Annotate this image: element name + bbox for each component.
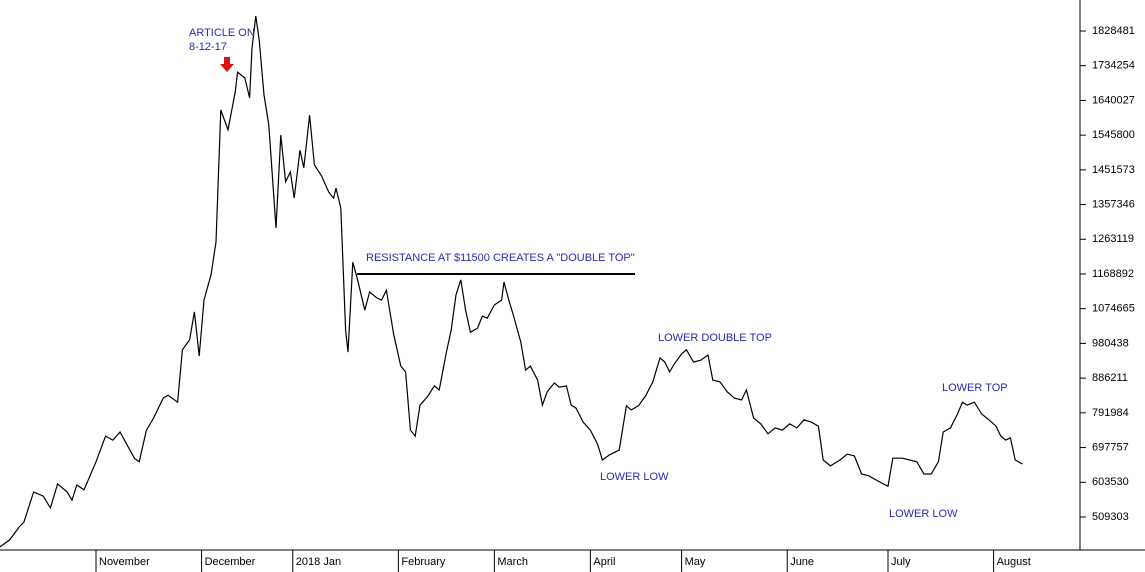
x-tick-label: November (99, 556, 150, 568)
x-tick-label: June (790, 556, 814, 568)
annotation: LOWER LOW (889, 508, 958, 520)
x-tick-label: May (685, 556, 706, 568)
annotation: LOWER LOW (600, 471, 669, 483)
y-tick-label: 1357346 (1092, 198, 1135, 210)
annotation: LOWER TOP (942, 382, 1008, 394)
x-tick-label: February (401, 556, 446, 568)
arrow (220, 57, 234, 72)
y-tick-label: 1545800 (1092, 129, 1135, 141)
y-tick-label: 1074665 (1092, 303, 1135, 315)
y-tick-label: 1734254 (1092, 60, 1135, 72)
y-tick-label: 509303 (1092, 511, 1129, 523)
x-tick-label: March (497, 556, 528, 568)
y-tick-label: 1451573 (1092, 164, 1135, 176)
x-tick-label: 2018 Jan (296, 556, 341, 568)
x-tick-label: July (891, 556, 911, 568)
annotation: ARTICLE ON (189, 27, 255, 39)
annotation: RESISTANCE AT $11500 CREATES A "DOUBLE T… (366, 252, 635, 264)
annotation: LOWER DOUBLE TOP (658, 332, 772, 344)
y-tick-label: 791984 (1092, 407, 1129, 419)
price-line (0, 16, 1023, 548)
y-tick-label: 603530 (1092, 476, 1129, 488)
y-tick-label: 1263119 (1092, 233, 1134, 245)
y-tick-label: 697757 (1092, 441, 1129, 453)
x-tick-label: April (593, 556, 615, 568)
y-tick-label: 1168892 (1092, 268, 1134, 280)
x-tick-label: August (997, 556, 1031, 568)
x-tick-label: December (205, 556, 256, 568)
y-tick-label: 1640027 (1092, 94, 1135, 106)
y-tick-label: 980438 (1092, 337, 1129, 349)
y-tick-label: 886211 (1092, 372, 1128, 384)
annotation: 8-12-17 (189, 41, 227, 53)
y-tick-label: 1828481 (1092, 25, 1135, 37)
